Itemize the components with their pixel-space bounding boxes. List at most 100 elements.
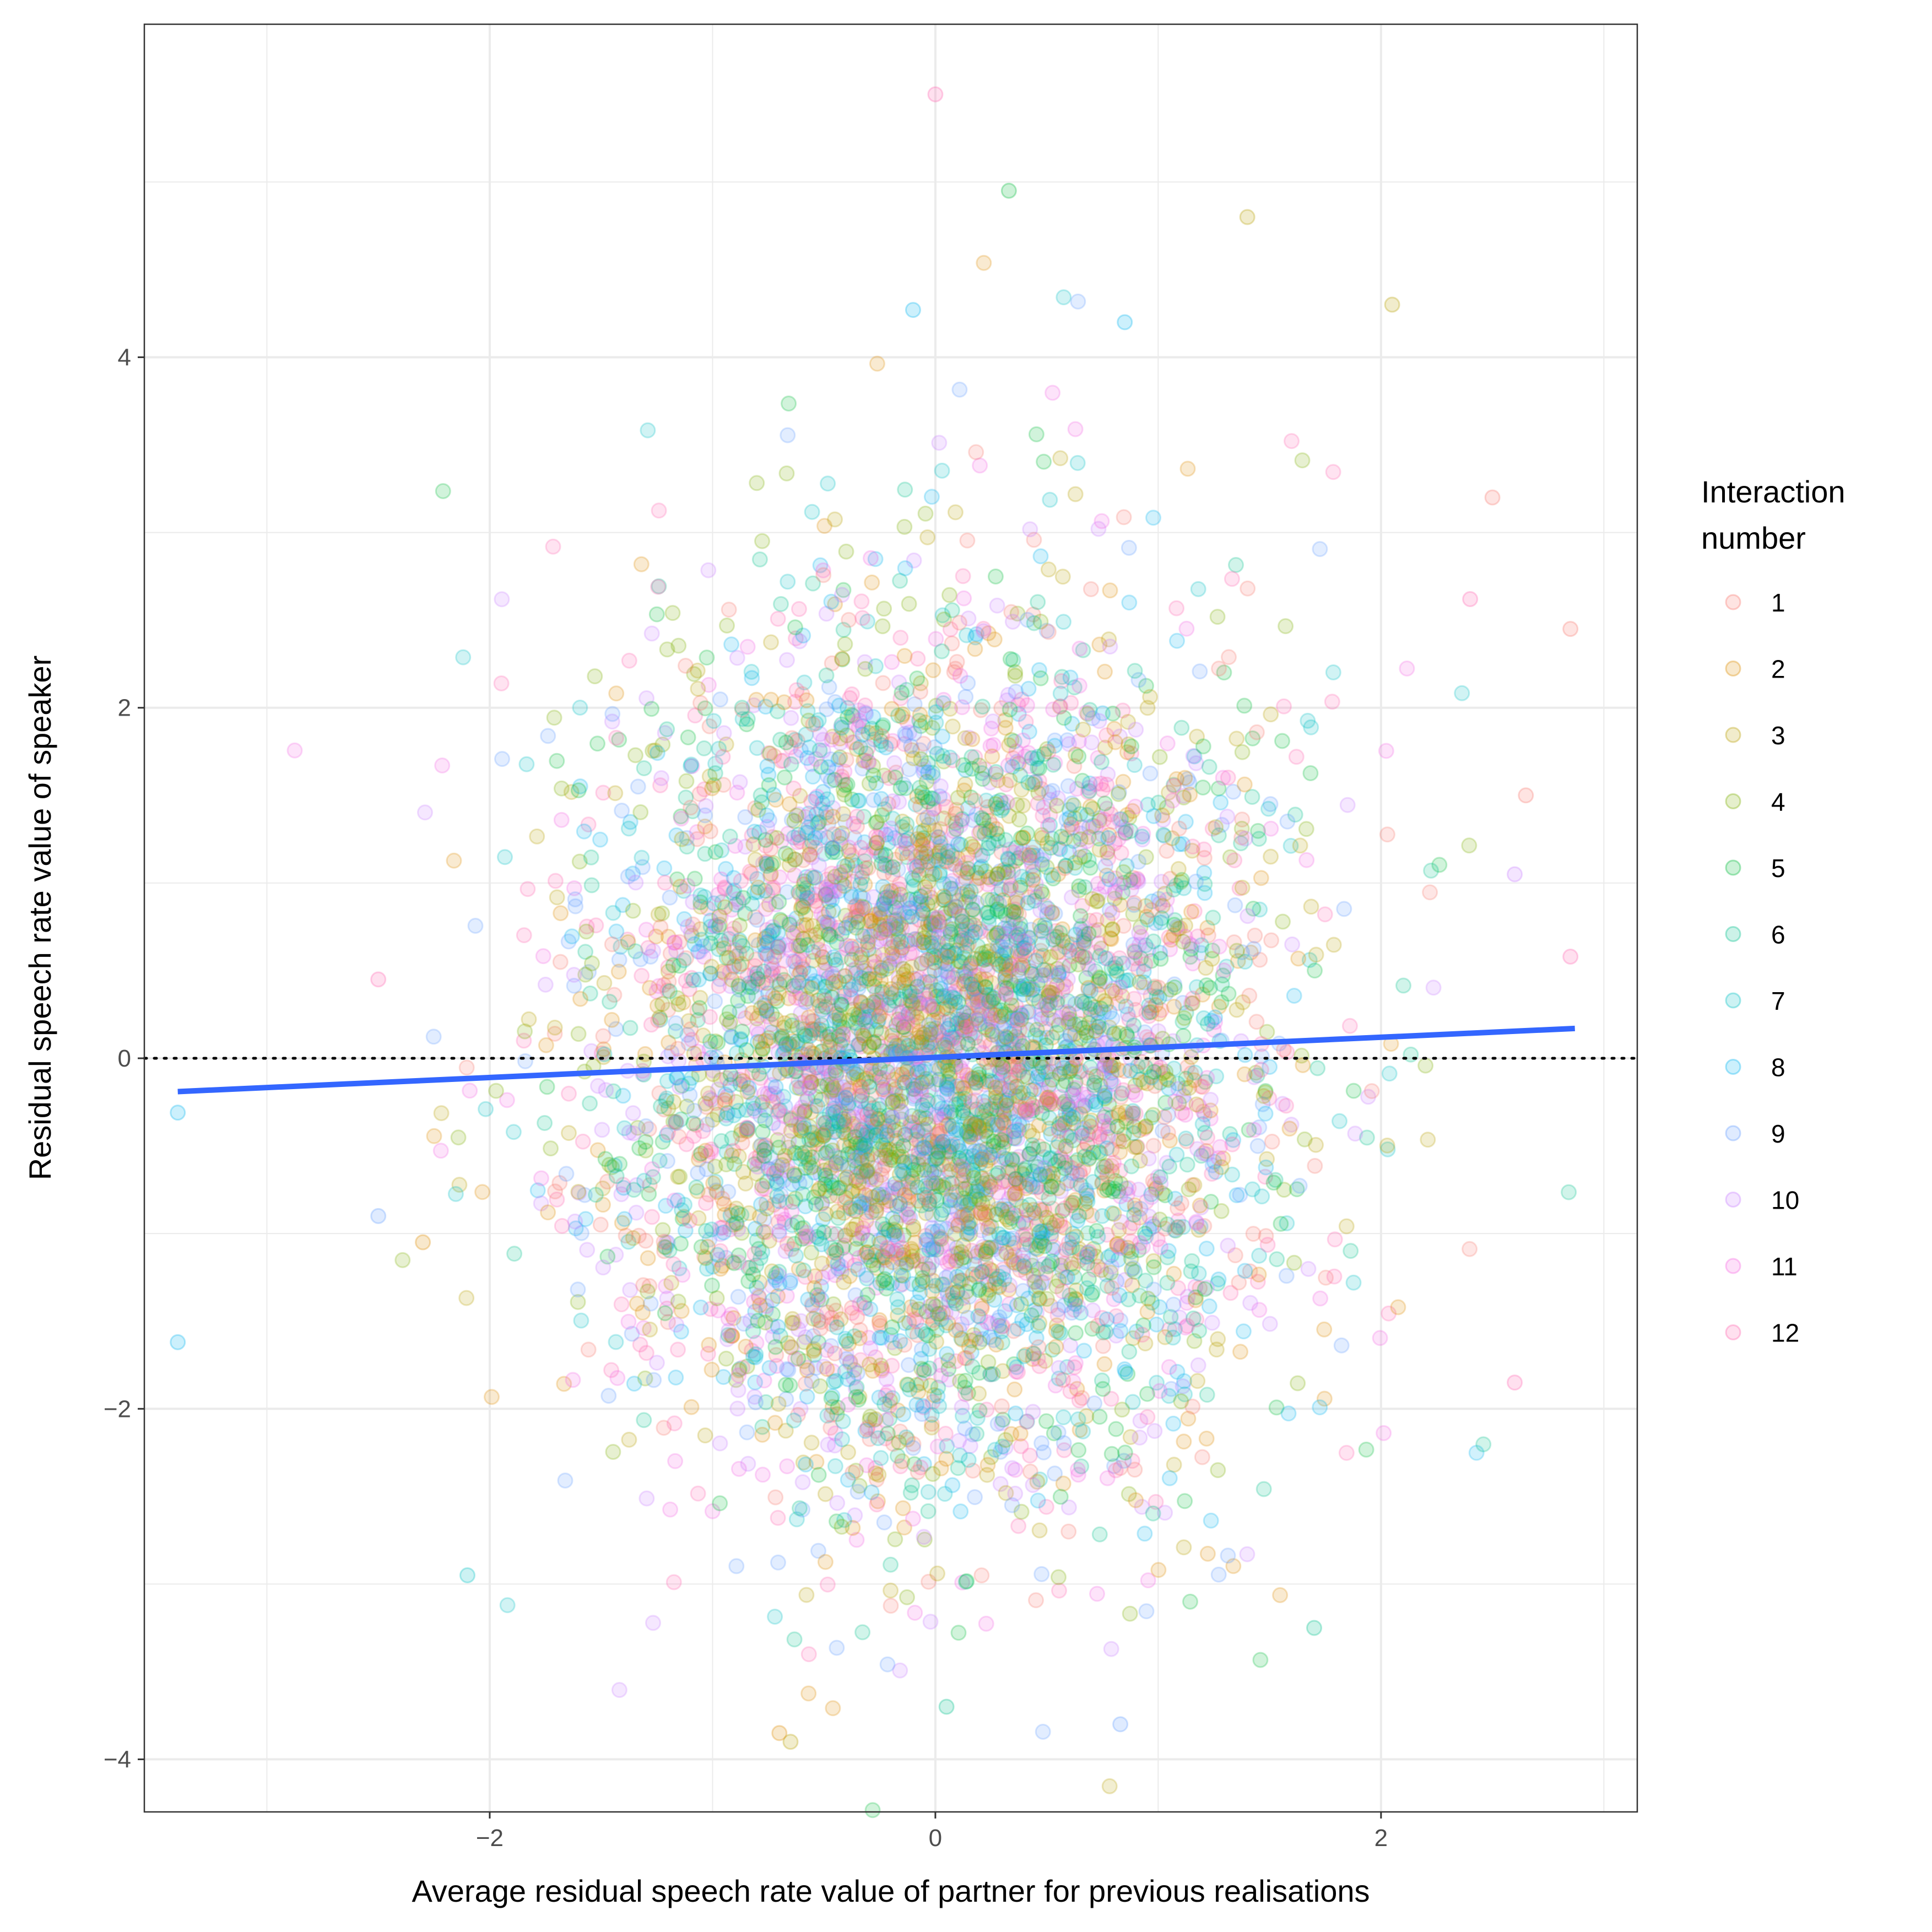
data-point xyxy=(1051,1324,1067,1340)
data-point xyxy=(1097,858,1113,874)
data-point xyxy=(1207,1014,1224,1030)
data-point xyxy=(834,719,850,736)
data-point xyxy=(1145,510,1161,526)
data-point xyxy=(786,829,802,846)
data-point xyxy=(1130,873,1146,890)
data-point xyxy=(678,773,695,789)
data-point xyxy=(1372,1330,1388,1346)
data-point xyxy=(841,611,857,628)
data-point xyxy=(1259,1237,1276,1253)
data-point xyxy=(906,696,923,712)
data-point xyxy=(1475,1436,1492,1453)
data-point xyxy=(989,1416,1006,1432)
data-point xyxy=(657,874,673,891)
data-point xyxy=(1051,1569,1067,1585)
data-point xyxy=(717,1206,733,1223)
data-point xyxy=(573,1312,589,1329)
data-point xyxy=(819,1361,835,1377)
data-point xyxy=(566,880,582,896)
data-point xyxy=(549,1191,565,1208)
data-point xyxy=(1140,1290,1156,1307)
data-point xyxy=(910,1464,926,1480)
data-point xyxy=(890,1121,907,1138)
data-point xyxy=(856,970,873,987)
data-point xyxy=(717,1092,733,1108)
data-point xyxy=(1213,794,1229,811)
data-point xyxy=(588,1187,604,1203)
data-point xyxy=(825,1700,841,1717)
data-point xyxy=(788,1247,804,1264)
data-point xyxy=(747,800,764,816)
data-point xyxy=(948,1024,964,1041)
data-point xyxy=(1186,1177,1203,1193)
data-point xyxy=(1138,1194,1155,1210)
data-point xyxy=(899,816,915,832)
data-point xyxy=(1242,1295,1259,1311)
data-point xyxy=(962,956,979,972)
data-point xyxy=(889,1291,906,1307)
data-point xyxy=(1235,1323,1252,1340)
data-point xyxy=(849,1484,866,1500)
data-point xyxy=(1003,902,1020,919)
data-point xyxy=(826,1437,843,1454)
data-point xyxy=(868,1067,884,1084)
data-point xyxy=(800,1646,817,1663)
data-point xyxy=(998,1244,1015,1261)
data-point xyxy=(1298,852,1315,868)
data-point xyxy=(629,1295,645,1312)
data-point xyxy=(656,860,673,876)
data-point xyxy=(905,1439,922,1456)
data-point xyxy=(666,1415,683,1432)
data-point xyxy=(1303,899,1319,915)
data-point xyxy=(673,810,690,827)
data-point xyxy=(653,770,669,786)
data-point xyxy=(1036,453,1052,470)
data-point xyxy=(533,1170,549,1187)
data-point xyxy=(941,749,958,766)
data-point xyxy=(1165,777,1182,793)
data-point xyxy=(1312,541,1328,558)
data-point xyxy=(886,1340,903,1356)
data-point xyxy=(759,758,776,775)
data-point xyxy=(878,1082,894,1098)
data-point xyxy=(1075,642,1091,658)
data-point xyxy=(753,1197,769,1213)
data-point xyxy=(1134,829,1150,845)
data-point xyxy=(592,831,608,848)
data-point xyxy=(1114,884,1131,901)
data-point xyxy=(1338,1218,1355,1235)
data-point xyxy=(1278,1268,1295,1284)
data-point xyxy=(1245,1226,1262,1242)
data-point xyxy=(873,1450,889,1466)
data-point xyxy=(545,538,561,555)
data-point xyxy=(858,1130,874,1147)
data-point xyxy=(871,964,887,981)
data-point xyxy=(1216,962,1232,978)
data-point xyxy=(744,670,760,686)
data-point xyxy=(1013,830,1029,846)
data-point xyxy=(845,1109,862,1125)
data-point xyxy=(1004,1460,1020,1476)
data-point xyxy=(553,780,570,797)
data-point xyxy=(1178,1130,1194,1147)
data-point xyxy=(543,1140,559,1157)
data-point xyxy=(484,1389,500,1405)
data-point xyxy=(1022,521,1038,538)
data-point xyxy=(747,1374,764,1390)
data-point xyxy=(891,952,907,968)
data-point xyxy=(748,1394,764,1410)
data-point xyxy=(1125,874,1142,890)
data-point xyxy=(1091,886,1107,902)
data-point xyxy=(549,753,565,769)
data-point xyxy=(723,636,740,653)
data-point xyxy=(1257,1106,1274,1122)
data-point xyxy=(896,518,913,535)
data-point xyxy=(1001,857,1018,874)
data-point xyxy=(561,1085,577,1102)
data-point xyxy=(683,1399,700,1415)
data-point xyxy=(1176,1539,1192,1556)
data-point xyxy=(872,910,889,926)
data-point xyxy=(956,590,972,607)
data-point xyxy=(783,739,799,755)
